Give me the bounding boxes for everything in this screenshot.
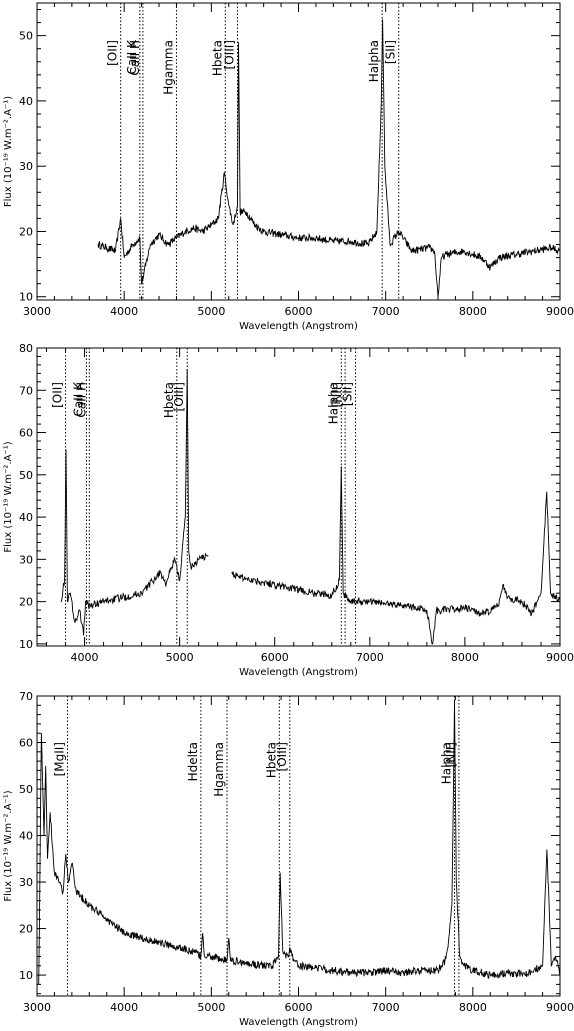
y-tick-label: 80 [19, 342, 33, 355]
spectrum-panel-2: 4000 5000 6000 7000 8000 9000 10 20 30 40 50 60 70 80… [3, 342, 574, 678]
x-tick-label: 6000 [285, 305, 313, 318]
line-marker-label: Hgamma [161, 40, 175, 95]
line-marker-label: Hbeta [264, 742, 278, 778]
y-tick-label: 70 [19, 690, 33, 703]
x-tick-label: 4000 [110, 1001, 138, 1014]
y-tick-label: 10 [19, 291, 33, 304]
spectrum-series [38, 700, 561, 985]
x-axis-label: Wavelength (Angstrom) [239, 667, 358, 678]
y-tick-label: 10 [19, 969, 33, 982]
line-marker-label: Halpha [326, 382, 340, 424]
y-tick-label: 70 [19, 384, 33, 397]
x-tick-label: 7000 [372, 1001, 400, 1014]
x-tick-label: 5000 [197, 1001, 225, 1014]
line-marker-label: Hdelta [186, 742, 200, 781]
x-tick-label: 7000 [356, 651, 384, 664]
y-tick-label: 50 [19, 30, 33, 43]
spectrum-series [231, 466, 561, 645]
y-tick-label: 60 [19, 427, 33, 440]
x-tick-label: 3000 [23, 305, 51, 318]
line-marker-label: CaII K [71, 381, 85, 417]
y-tick-label: 30 [19, 876, 33, 889]
x-tick-label: 7000 [372, 305, 400, 318]
x-tick-label: 9000 [546, 305, 574, 318]
spectrum-panel-3: 3000 4000 5000 6000 7000 8000 9000 10 20 30 40 50 60… [3, 690, 574, 1028]
plot-frame [36, 347, 561, 647]
spectrum-panel-1: 3000 4000 5000 6000 7000 8000 9000 10 20 30 40 50 Wa… [3, 2, 574, 332]
line-marker-label: [OIII] [275, 742, 289, 771]
line-marker-label: [SII] [384, 40, 398, 64]
y-axis-label: Flux (10⁻¹⁹ W.m⁻².A⁻¹) [3, 441, 14, 552]
line-marker-label: Hbeta [162, 382, 176, 418]
spectrum-series [97, 19, 561, 297]
x-axis-label: Wavelength (Angstrom) [239, 1017, 358, 1028]
line-marker-label: [NII] [444, 742, 458, 767]
line-marker-label: [OII] [51, 382, 65, 408]
x-tick-label: 4000 [71, 651, 99, 664]
line-marker-label: Hgamma [212, 742, 226, 797]
line-marker-label: Halpha [367, 40, 381, 82]
x-tick-label: 4000 [110, 305, 138, 318]
y-tick-label: 20 [19, 923, 33, 936]
line-marker-label: [SII] [341, 382, 355, 406]
y-tick-label: 50 [19, 783, 33, 796]
y-tick-label: 30 [19, 553, 33, 566]
y-tick-label: 10 [19, 638, 33, 651]
line-marker-label: Halpha [440, 742, 454, 784]
x-tick-label: 9000 [546, 1001, 574, 1014]
y-tick-label: 20 [19, 225, 33, 238]
x-tick-label: 8000 [459, 305, 487, 318]
line-marker-label: CaII H [128, 40, 142, 76]
line-marker-label: [MgII] [53, 742, 67, 776]
y-tick-label: 40 [19, 511, 33, 524]
spectrum-series [60, 369, 209, 636]
y-tick-label: 40 [19, 830, 33, 843]
line-marker-label: [OIII] [172, 382, 186, 411]
y-axis-label: Flux (10⁻¹⁹ W.m⁻².A⁻¹) [3, 790, 14, 901]
line-marker-label: Hbeta [210, 40, 224, 76]
y-tick-label: 50 [19, 469, 33, 482]
y-axis-label: Flux (10⁻¹⁹ W.m⁻².A⁻¹) [3, 96, 14, 207]
y-tick-label: 20 [19, 596, 33, 609]
x-tick-label: 9000 [546, 651, 574, 664]
x-tick-label: 8000 [459, 1001, 487, 1014]
line-marker-label: CaII H [74, 382, 88, 418]
line-marker-label: [OII] [106, 40, 120, 66]
x-tick-label: 5000 [197, 305, 225, 318]
y-tick-label: 40 [19, 95, 33, 108]
y-tick-label: 60 [19, 737, 33, 750]
x-tick-label: 5000 [166, 651, 194, 664]
line-marker-label: [NII] [330, 382, 344, 407]
x-axis-label: Wavelength (Angstrom) [239, 321, 358, 332]
line-marker-label: [OIII] [222, 40, 236, 69]
plot-frame [36, 695, 561, 997]
x-tick-label: 3000 [23, 1001, 51, 1014]
y-tick-label: 30 [19, 160, 33, 173]
x-tick-label: 6000 [285, 1001, 313, 1014]
x-tick-label: 6000 [261, 651, 289, 664]
x-tick-label: 8000 [451, 651, 479, 664]
line-marker-label: CaII K [125, 39, 139, 75]
